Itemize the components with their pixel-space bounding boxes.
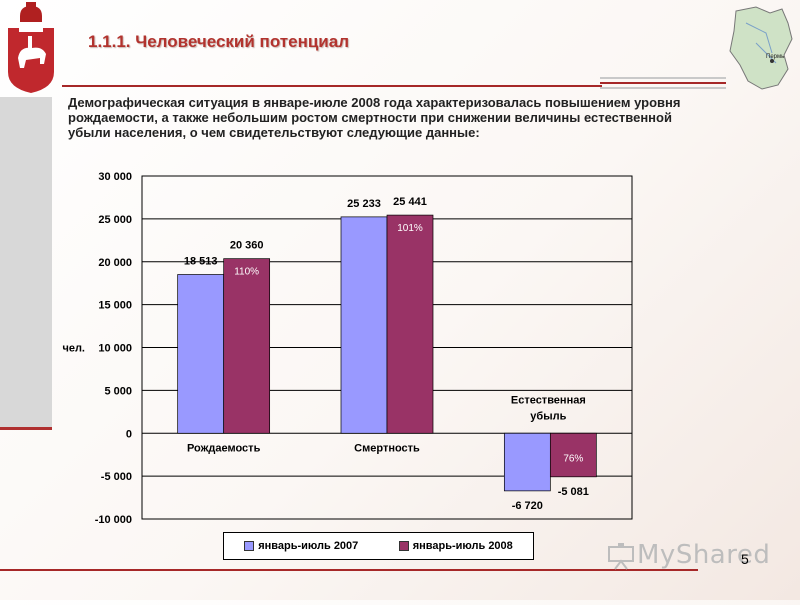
- ratio-label: 76%: [563, 453, 583, 464]
- plot-area: [141, 175, 633, 520]
- bar-2007-0: [177, 274, 225, 434]
- coat-of-arms-icon: [8, 2, 54, 93]
- ratio-label: 110%: [234, 267, 259, 278]
- legend-swatch-2007: [244, 541, 255, 551]
- category-label-line: Естественная: [511, 394, 586, 406]
- presentation-icon: [608, 542, 634, 570]
- category-label-line: убыль: [530, 410, 566, 422]
- y-tick-label: 10 000: [98, 343, 132, 355]
- y-tick-label: 15 000: [98, 300, 132, 312]
- legend-item-2008: январь-июль 2008: [398, 540, 513, 552]
- header-stripes: [600, 77, 726, 97]
- data-label: -5 081: [558, 486, 589, 498]
- legend-swatch-2008: [398, 541, 409, 551]
- watermark-text: MyShared: [637, 540, 771, 570]
- legend-label-2007: январь-июль 2007: [258, 540, 359, 552]
- chart-legend: январь-июль 2007 январь-июль 2008: [223, 532, 534, 560]
- bar-2008-2: [549, 432, 597, 478]
- y-tick-label: 5 000: [104, 385, 132, 397]
- y-axis-label: чел.: [62, 343, 85, 355]
- y-tick-label: 30 000: [98, 171, 132, 183]
- footer-divider: [0, 569, 698, 571]
- watermark: MyShared: [605, 540, 770, 571]
- bar-2008-0: [223, 258, 271, 434]
- page-title: 1.1.1. Человеческий потенциал: [88, 32, 349, 51]
- y-tick-label: -10 000: [95, 514, 132, 526]
- bar-2007-1: [340, 216, 388, 434]
- title-divider: [62, 85, 602, 87]
- data-label: 20 360: [230, 240, 264, 252]
- data-label: 18 513: [184, 256, 218, 268]
- y-tick-label: 0: [126, 428, 132, 440]
- legend-label-2008: январь-июль 2008: [412, 540, 513, 552]
- data-label: -6 720: [512, 500, 543, 512]
- category-label: Смертность: [354, 442, 420, 454]
- map-city-label: Пермь: [766, 54, 784, 60]
- y-tick-label: 25 000: [98, 214, 132, 226]
- y-tick-label: -5 000: [101, 471, 132, 483]
- left-decor-bar: [0, 97, 52, 430]
- ratio-label: 101%: [397, 223, 423, 234]
- y-tick-label: 20 000: [98, 257, 132, 269]
- category-label: Рождаемость: [187, 442, 261, 454]
- bar-2008-1: [386, 214, 434, 434]
- data-label: 25 233: [347, 198, 381, 210]
- bar-2007-2: [503, 432, 551, 492]
- category-label: Естественная убыль: [511, 394, 586, 422]
- intro-text: Демографическая ситуация в январе-июле 2…: [68, 95, 681, 140]
- legend-item-2007: январь-июль 2007: [244, 540, 358, 552]
- region-map: Пермь: [729, 6, 793, 90]
- data-label: 25 441: [393, 196, 427, 208]
- page-number: 5: [741, 551, 749, 567]
